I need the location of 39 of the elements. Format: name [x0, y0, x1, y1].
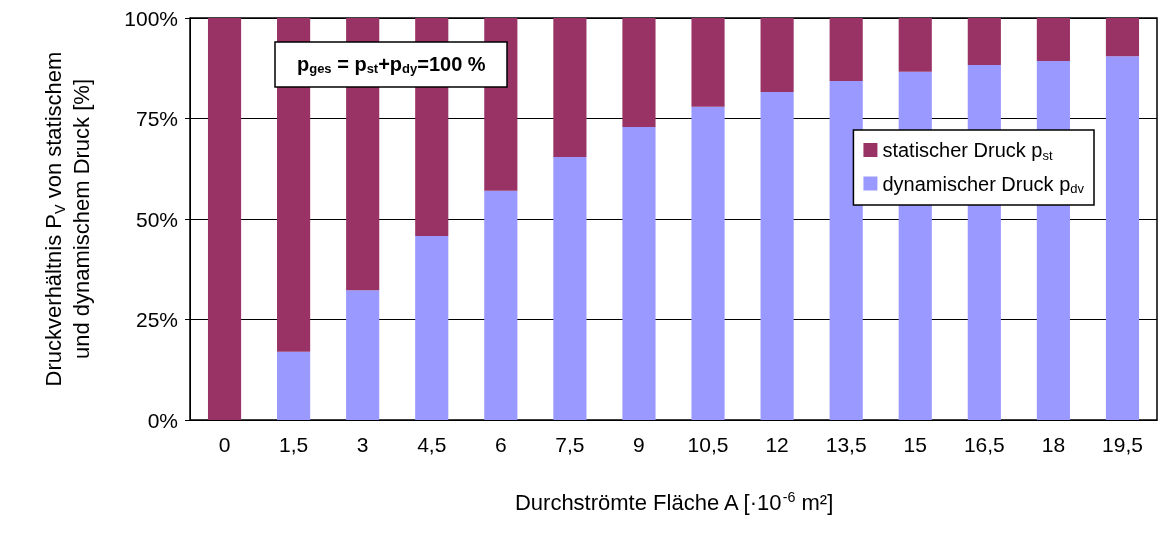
bar: [691, 18, 725, 107]
bar: [760, 18, 794, 92]
x-tick-label: 0: [218, 433, 231, 456]
bar: [622, 126, 656, 420]
x-tick-label: 4,5: [417, 433, 447, 456]
bar: [1105, 18, 1140, 57]
bar: [553, 157, 587, 420]
x-tick-label: 3: [356, 433, 369, 456]
bar: [553, 18, 587, 158]
bar: [967, 18, 1001, 66]
y-tick-label: 25%: [135, 308, 178, 331]
x-tick-label: 12: [765, 433, 789, 456]
x-tick-label: 16,5: [963, 433, 1005, 456]
bar: [415, 235, 449, 420]
x-tick-label: 10,5: [687, 433, 729, 456]
x-tick-label: 9: [633, 433, 645, 456]
y-tick-label: 50%: [135, 207, 178, 231]
bar: [484, 190, 518, 420]
x-tick-label: 18: [1041, 433, 1066, 456]
y-tick-label: 0%: [147, 408, 178, 432]
bar: [898, 18, 932, 72]
bar: [277, 351, 311, 420]
x-tick-label: 7,5: [555, 433, 585, 456]
x-tick-label: 6: [494, 433, 507, 456]
bar: [207, 18, 242, 420]
bar: [691, 106, 725, 420]
x-tick-label: 15: [903, 433, 927, 456]
bar: [1105, 56, 1140, 420]
y-tick-label: 75%: [135, 107, 178, 130]
x-tick-label: 19,5: [1102, 433, 1143, 456]
bar: [346, 290, 380, 420]
bar: [622, 18, 656, 127]
bar: [760, 91, 794, 420]
bar: [829, 18, 863, 82]
x-tick-label: 1,5: [279, 433, 309, 456]
bar: [829, 81, 863, 420]
y-tick-label: 100%: [124, 6, 178, 30]
x-tick-label: 13,5: [825, 433, 867, 456]
bar: [1036, 18, 1070, 62]
